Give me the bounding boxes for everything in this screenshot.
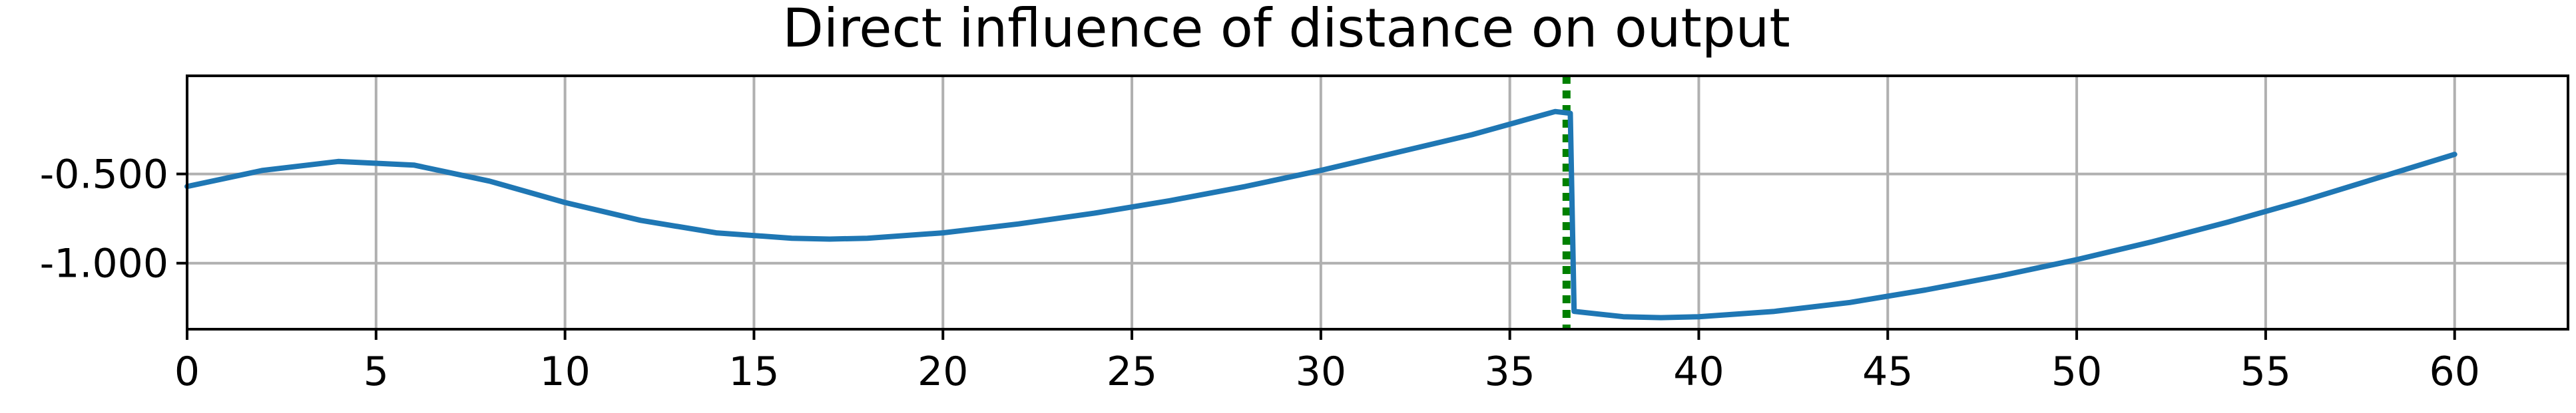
x-tick-label: 60 [2430,348,2480,395]
x-tick-label: 50 [2051,348,2102,395]
x-tick-label: 55 [2240,348,2291,395]
series-layer [184,108,2457,321]
x-tick-label: 10 [539,348,590,395]
x-tick-label: 25 [1107,348,1157,395]
x-tick-label: 15 [728,348,779,395]
x-tick-label: 0 [174,348,200,395]
x-tick-label: 20 [917,348,968,395]
x-tick-label: 45 [1862,348,1913,395]
y-tick-label: -1.000 [40,241,168,287]
grid [186,76,2568,329]
x-tick-label: 5 [364,348,389,395]
x-axis: 0 5 10 15 20 25 30 35 40 45 50 55 60 [174,329,2480,395]
y-axis: -0.500 -1.000 [40,152,187,287]
plot-area-frame [186,74,2569,331]
series-line [184,108,2457,321]
x-tick-label: 35 [1484,348,1535,395]
x-tick-label: 30 [1296,348,1346,395]
y-tick-label: -0.500 [40,152,168,198]
chart-title: Direct influence of distance on output [782,0,1790,59]
x-tick-label: 40 [1673,348,1724,395]
